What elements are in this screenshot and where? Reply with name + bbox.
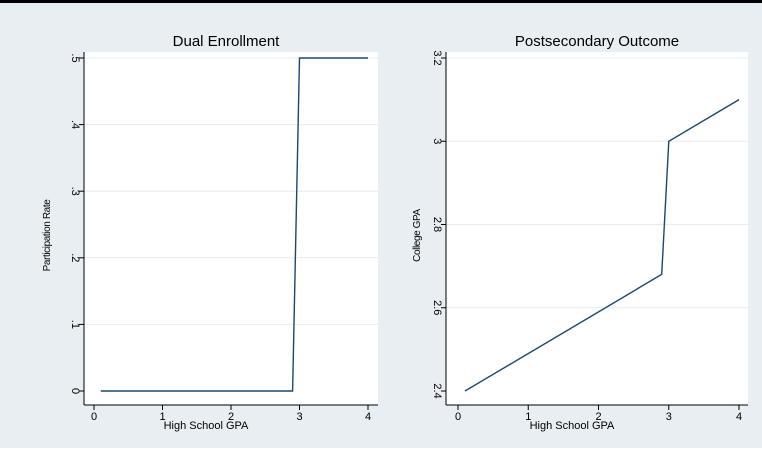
y-axis-title: Participation Rate: [42, 199, 53, 272]
y-tick-label: 3: [431, 138, 443, 144]
y-tick-label: .2: [69, 253, 81, 262]
y-tick-label: .1: [69, 320, 81, 329]
plot-area: [446, 52, 748, 405]
panel-1: Dual Enrollment 0 1 2 3 4 0 .1 .2 .3 .4 .5 High Scho…: [42, 33, 378, 432]
series-line-1: [100, 57, 368, 392]
y-tick-label: .4: [69, 120, 81, 129]
y-tick-label: 0: [69, 388, 81, 394]
x-tick-label: 0: [91, 411, 97, 423]
y-tick-label: 2.4: [431, 383, 443, 398]
panel-title: Dual Enrollment: [173, 33, 281, 50]
x-tick-label: 2: [595, 411, 601, 423]
panel-2: Postsecondary Outcome 0 1 2 3 4 2.4 2.6 2.8 3 3.2 H…: [412, 33, 748, 432]
plot-area: [84, 52, 378, 405]
y-tick-label: .5: [69, 53, 81, 62]
x-axis-title: High School GPA: [530, 420, 615, 432]
x-tick-label: 2: [228, 411, 234, 423]
y-tick-label: 2.6: [431, 300, 443, 315]
series-line-1: [464, 98, 740, 392]
x-axis-title: High School GPA: [164, 420, 249, 432]
panel-title: Postsecondary Outcome: [515, 33, 679, 50]
x-tick-label: 3: [296, 411, 302, 423]
y-axis-title: College GPA: [412, 208, 423, 261]
y-tick-label: .3: [69, 187, 81, 196]
x-tick-label: 1: [159, 411, 165, 423]
x-tick-label: 0: [455, 411, 461, 423]
y-tick-label: 3.2: [431, 50, 443, 65]
x-tick-label: 3: [666, 411, 672, 423]
top-rule: [0, 0, 762, 3]
x-tick-label: 4: [365, 411, 371, 423]
y-tick-label: 2.8: [431, 217, 443, 232]
x-tick-label: 1: [525, 411, 531, 423]
x-tick-label: 4: [736, 411, 742, 423]
